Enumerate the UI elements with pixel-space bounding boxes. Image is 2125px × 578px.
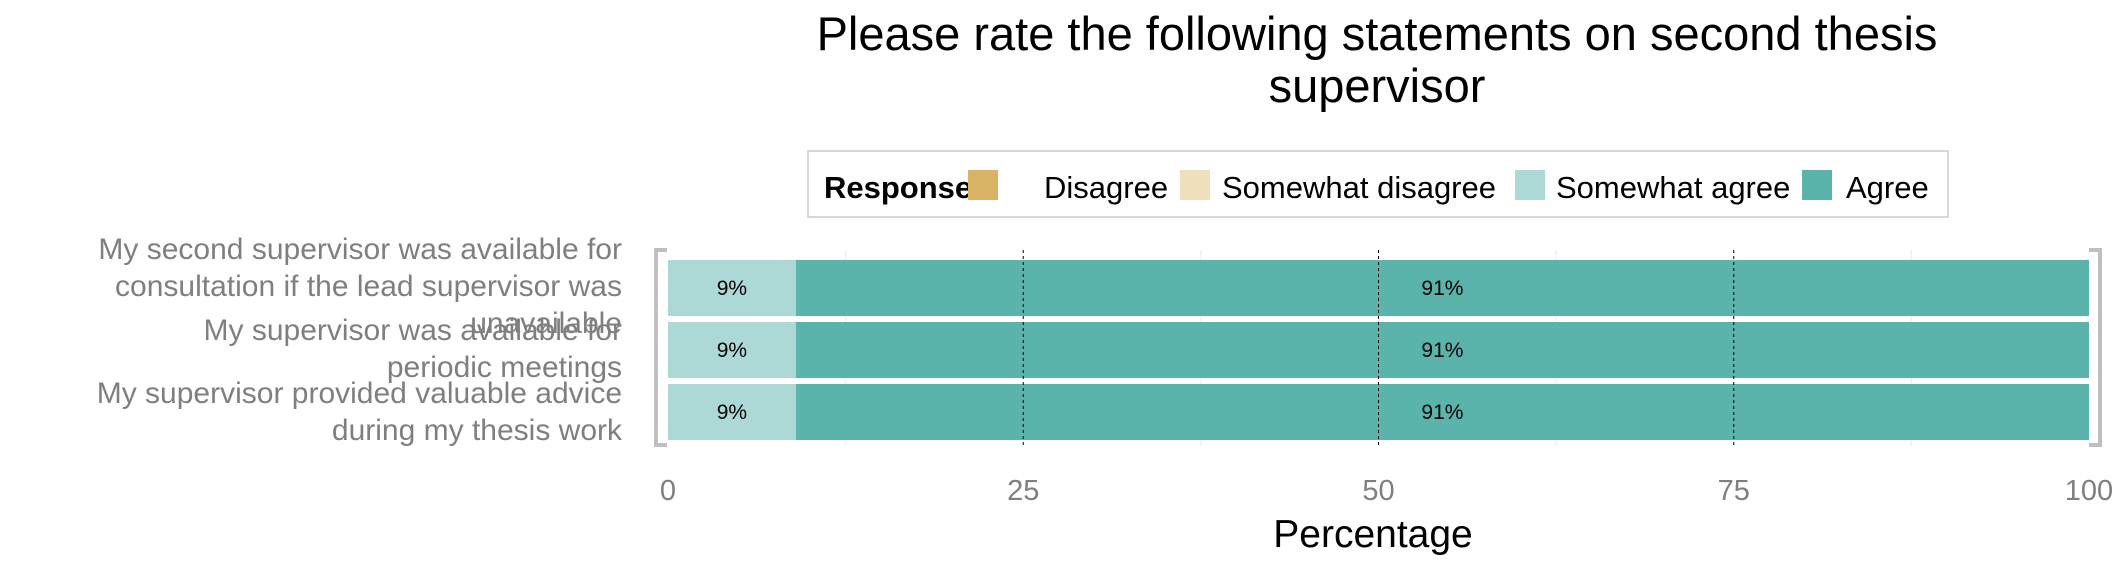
x-axis-ticks: 0 25 50 75 100 [660,475,2113,507]
chart-title: Please rate the following statements on … [817,7,1938,112]
data-label-somewhat-agree: 9% [717,277,747,300]
bar-agree [795,260,2089,316]
legend-title: Response [824,170,972,205]
legend-label-somewhat-agree: Somewhat agree [1556,170,1790,205]
x-axis-title: Percentage [1273,513,1472,556]
legend-key-disagree [968,170,998,200]
data-label-agree: 91% [1421,277,1463,300]
legend-label-agree: Agree [1846,170,1929,205]
legend-label-disagree: Disagree [1044,170,1168,205]
category-labels: My second supervisor was available for co… [97,233,623,447]
chart-title-text: Please rate the following statements on … [817,7,1938,112]
data-label-somewhat-agree: 9% [717,401,747,424]
x-tick-label: 25 [1007,475,1039,507]
bar-somewhat-agree [668,384,796,440]
x-tick-label: 0 [660,475,676,507]
category-label: My supervisor provided valuable advice du… [97,377,623,447]
x-tick-label: 100 [2065,475,2113,507]
bar-somewhat-agree [668,322,796,378]
data-label-agree: 91% [1421,339,1463,362]
plot-frame [654,248,667,447]
data-label-agree: 91% [1421,401,1463,424]
data-label-somewhat-agree: 9% [717,339,747,362]
legend: Response Disagree Somewhat disagree Somewh… [807,150,1949,218]
legend-label-somewhat-disagree: Somewhat disagree [1222,170,1496,205]
category-label: My supervisor was available for periodic … [204,314,623,384]
bar-agree [795,384,2089,440]
legend-key-agree [1802,170,1832,200]
plot-area: 9% 91% 9% 91% 9% 91% [654,248,2102,447]
legend-key-somewhat-disagree [1180,170,1210,200]
x-tick-label: 75 [1718,475,1750,507]
x-tick-label: 50 [1362,475,1394,507]
bar-somewhat-agree [668,260,796,316]
bar-agree [795,322,2089,378]
category-label: My second supervisor was available for co… [98,233,622,340]
legend-key-somewhat-agree [1515,170,1545,200]
plot-frame [2089,248,2102,447]
